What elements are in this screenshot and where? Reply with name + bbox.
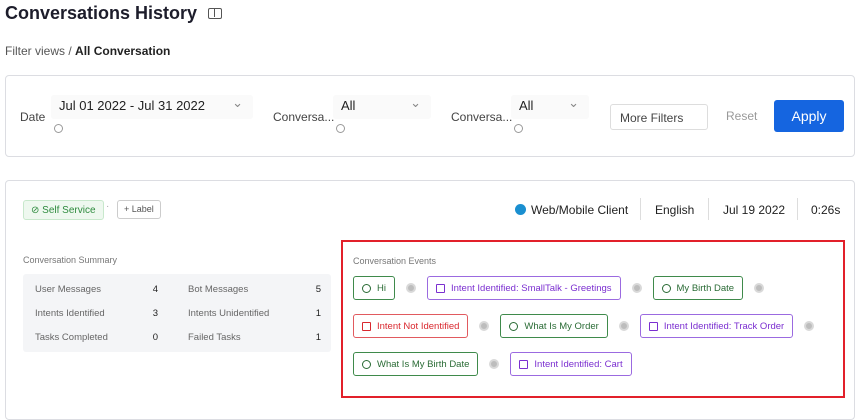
duration: 0:26s (811, 203, 841, 217)
conversation-date: Jul 19 2022 (723, 203, 786, 217)
section-title: Conversation Events (353, 256, 437, 266)
summary-value: 4 (152, 283, 158, 295)
event-pill[interactable]: What Is My Order (500, 314, 608, 338)
event-pill[interactable]: Intent Not Identified (353, 314, 469, 338)
event-label: Intent Identified: Cart (534, 358, 623, 370)
summary-label: Tasks Completed (35, 331, 108, 343)
separator (797, 198, 798, 220)
summary-label: Intents Unidentified (188, 307, 270, 319)
summary-value: 0 (152, 331, 158, 343)
event-icon (362, 321, 371, 331)
channel: Web/Mobile Client (531, 203, 629, 217)
event-label: What Is My Birth Date (377, 358, 470, 370)
info-icon (54, 124, 63, 133)
event-label: Hi (377, 282, 386, 294)
event-row: Hi Intent Identified: SmallTalk - Greetin… (353, 276, 765, 300)
event-pill[interactable]: Hi (353, 276, 395, 300)
event-label: My Birth Date (676, 282, 735, 294)
more-filters-button[interactable]: More Filters (610, 104, 708, 130)
event-pill[interactable]: Intent Identified: SmallTalk - Greetings (426, 276, 621, 300)
event-label: Intent Identified: Track Order (663, 320, 785, 332)
page-title: Conversations History (5, 3, 198, 23)
event-label: Intent Not Identified (377, 320, 460, 332)
summary-label: Failed Tasks (188, 331, 241, 343)
apply-button[interactable]: Apply (774, 100, 844, 132)
event-pill[interactable]: My Birth Date (652, 276, 744, 300)
bot-marker (405, 283, 416, 293)
separator (640, 198, 641, 220)
date-select[interactable]: Jul 01 2022 - Jul 31 2022 (51, 95, 253, 119)
info-icon (514, 124, 523, 133)
bot-marker (479, 321, 490, 331)
add-label-button[interactable]: + Label (117, 200, 161, 219)
event-icon (509, 321, 519, 331)
event-icon (362, 283, 371, 293)
events-panel: Conversation Events Hi Intent Identified:… (341, 240, 845, 398)
event-icon (661, 283, 671, 293)
separator (708, 198, 709, 220)
page: Conversations History Filter views / All… (0, 0, 862, 410)
breadcrumb-link[interactable]: Filter views (5, 44, 66, 58)
event-icon (435, 283, 445, 293)
filter-label: Date (20, 110, 46, 124)
add-label-text: Label (131, 204, 154, 214)
summary-value: 5 (315, 283, 321, 295)
event-icon (362, 359, 371, 369)
event-pill[interactable]: What Is My Birth Date (353, 352, 479, 376)
status-text: Self Service (42, 205, 96, 216)
bot-marker (618, 321, 629, 331)
filter-label: Conversa... (273, 110, 335, 124)
summary-label: Bot Messages (188, 283, 249, 295)
breadcrumb-current: All Conversation (75, 44, 171, 58)
event-icon (519, 359, 529, 369)
event-pill[interactable]: Intent Identified: Track Order (639, 314, 794, 338)
bot-marker (754, 283, 765, 293)
summary-table: User Messages 4 Bot Messages 5 Intents Ident… (23, 274, 331, 352)
summary-value: 3 (152, 307, 158, 319)
event-label: Intent Identified: SmallTalk - Greetings (450, 282, 612, 294)
event-icon (648, 321, 658, 331)
event-pill[interactable]: Intent Identified: Cart (510, 352, 632, 376)
filter-bar: Date Jul 01 2022 - Jul 31 2022 Conversa.… (5, 75, 855, 157)
summary-row: Tasks Completed 0 Failed Tasks 1 (23, 325, 331, 349)
info-icon (336, 124, 345, 133)
status-badge: ⊘ Self Service (23, 200, 104, 220)
summary-row: Intents Identified 3 Intents Unidentified 1 (23, 301, 331, 325)
separator: · (106, 201, 110, 212)
reset-button[interactable]: Reset (726, 109, 758, 123)
bot-marker (631, 283, 642, 293)
filter-select[interactable]: All (333, 95, 431, 119)
language: English (655, 203, 695, 217)
filter-select[interactable]: All (511, 95, 589, 119)
bot-marker (489, 359, 500, 369)
summary-value: 1 (315, 331, 321, 343)
breadcrumb: Filter views / All Conversation (5, 44, 171, 58)
event-row: What Is My Birth Date Intent Identified: … (353, 352, 632, 376)
summary-row: User Messages 4 Bot Messages 5 (23, 277, 331, 301)
event-row: Intent Not Identified What Is My Order Int… (353, 314, 815, 338)
summary-label: User Messages (35, 283, 101, 295)
summary-value: 1 (315, 307, 321, 319)
event-label: What Is My Order (524, 320, 599, 332)
channel-icon (515, 204, 526, 215)
section-title: Conversation Summary (23, 255, 118, 265)
conversation-card: ⊘ Self Service · + Label Web/Mobile Clie… (5, 180, 855, 420)
bot-marker (804, 321, 815, 331)
summary-label: Intents Identified (35, 307, 105, 319)
docs-icon[interactable] (208, 8, 222, 19)
filter-label: Conversa... (451, 110, 513, 124)
